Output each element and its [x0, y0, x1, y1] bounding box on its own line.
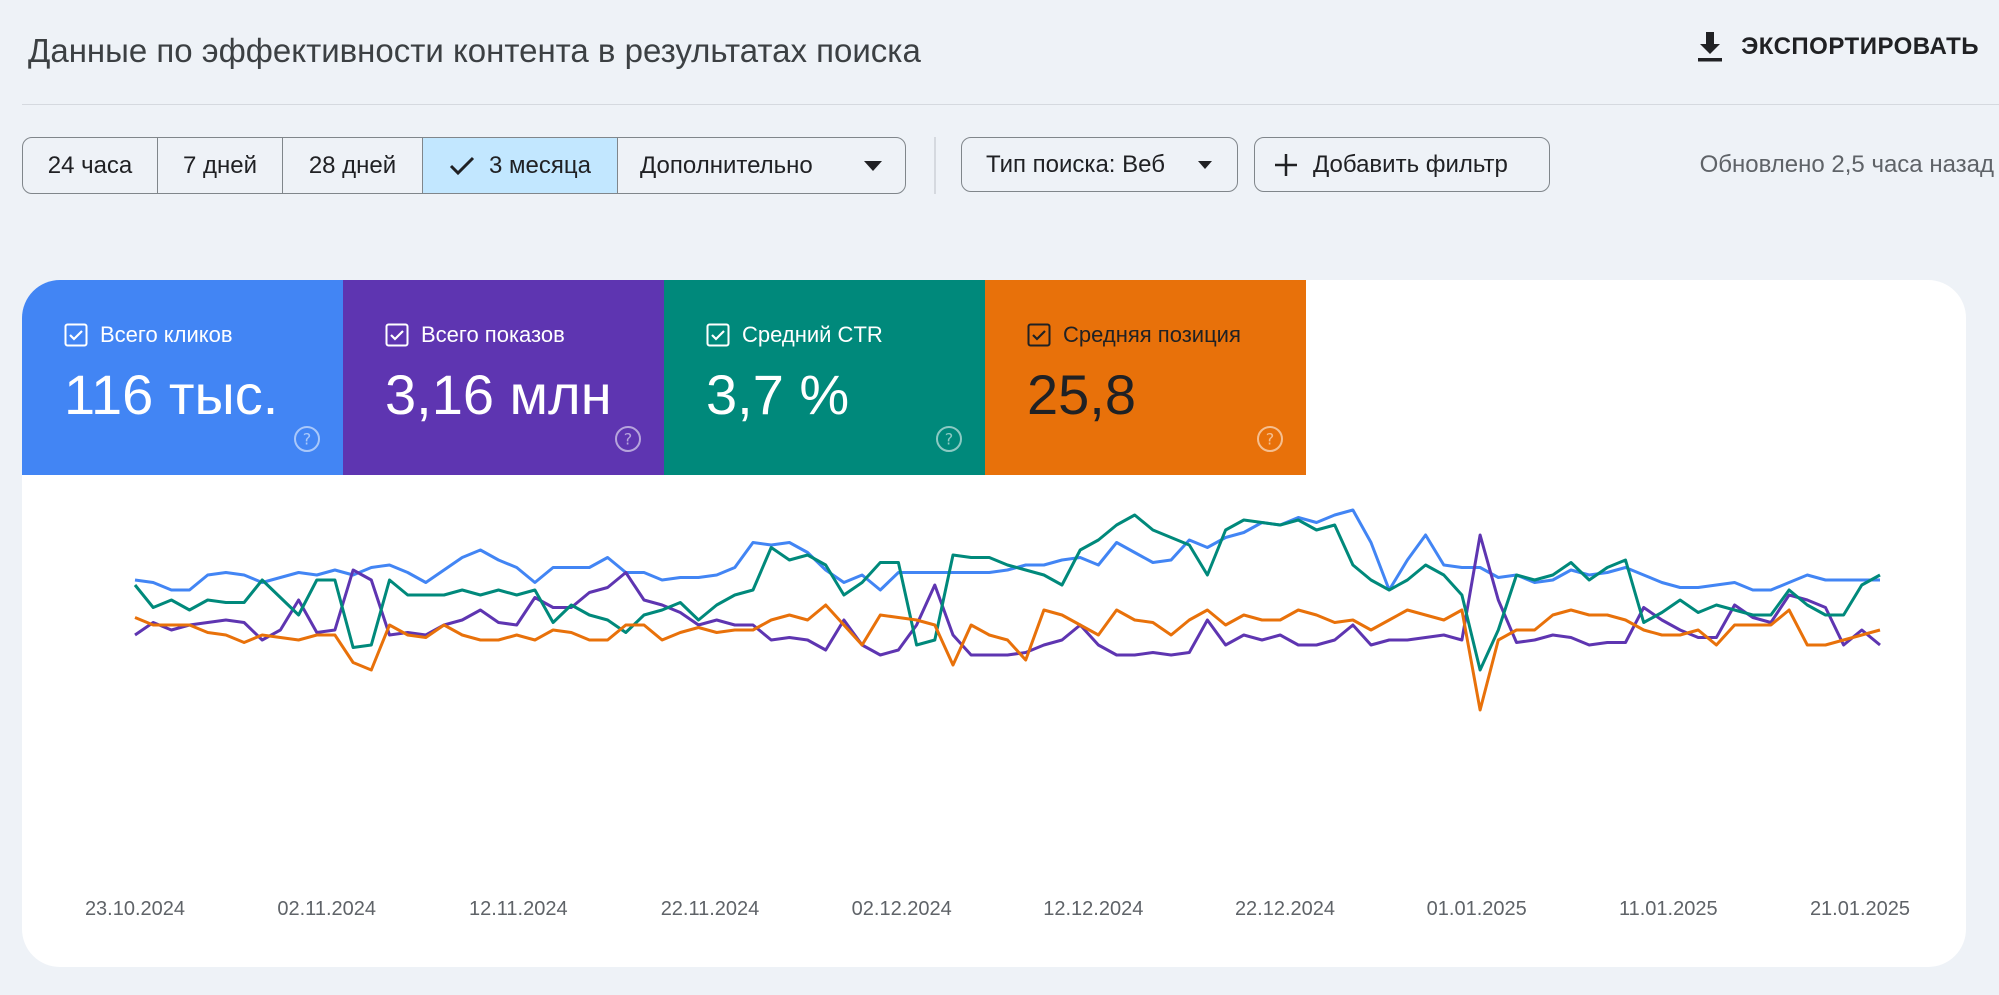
add-filter-button[interactable]: Добавить фильтр: [1254, 137, 1550, 192]
range-more-label: Дополнительно: [640, 151, 813, 179]
metric-impressions-label: Всего показов: [421, 322, 565, 347]
series-line-4: [134, 603, 1881, 712]
x-tick-label: 23.10.2024: [85, 898, 185, 920]
range-24h-button[interactable]: 24 часа: [23, 138, 158, 193]
x-tick-label: 11.01.2025: [1619, 898, 1718, 920]
checkbox-checked-icon[interactable]: [1027, 323, 1051, 347]
metric-ctr-label: Средний CTR: [742, 322, 883, 347]
x-tick-label: 02.12.2024: [852, 898, 952, 920]
export-button[interactable]: ЭКСПОРТИРОВАТЬ: [1695, 30, 1979, 64]
x-tick-label: 21.01.2025: [1810, 898, 1910, 920]
metric-position[interactable]: Средняя позиция 25,8 ?: [985, 280, 1306, 475]
last-updated-text: Обновлено 2,5 часа назад: [1699, 151, 1994, 178]
performance-card: Всего кликов 116 тыс. ? Всего показов 3,…: [22, 280, 1966, 967]
metric-clicks[interactable]: Всего кликов 116 тыс. ?: [22, 280, 343, 475]
checkbox-checked-icon[interactable]: [385, 323, 409, 347]
performance-chart: 23.10.2024 02.11.2024 12.11.2024 22.11.2024…: [22, 475, 1966, 967]
range-3m-button[interactable]: 3 месяца: [423, 138, 618, 193]
svg-text:?: ?: [1266, 430, 1275, 449]
metric-position-header: Средняя позиция: [1027, 322, 1306, 348]
metric-clicks-label: Всего кликов: [100, 322, 233, 347]
metric-position-label: Средняя позиция: [1063, 322, 1241, 347]
line-chart: 23.10.2024 02.11.2024 12.11.2024 22.11.2024…: [85, 508, 1910, 920]
header-divider: [22, 104, 1999, 105]
dropdown-arrow-icon: [864, 160, 882, 171]
help-icon[interactable]: ?: [614, 425, 642, 453]
svg-text:?: ?: [624, 430, 633, 449]
add-filter-label: Добавить фильтр: [1313, 150, 1508, 178]
date-range-selector: 24 часа 7 дней 28 дней 3 месяца Дополнит…: [22, 137, 906, 194]
metric-impressions-header: Всего показов: [385, 322, 664, 348]
series-line-1: [134, 508, 1880, 592]
search-type-label: Тип поиска: Веб: [986, 150, 1165, 178]
metric-ctr-value: 3,7 %: [706, 363, 850, 426]
metric-position-value: 25,8: [1027, 363, 1136, 426]
metric-ctr-header: Средний CTR: [706, 322, 985, 348]
x-tick-label: 01.01.2025: [1427, 898, 1527, 920]
download-icon: [1698, 32, 1723, 62]
plus-icon: [1275, 153, 1297, 176]
range-3m-label: 3 месяца: [489, 151, 591, 179]
checkbox-checked-icon[interactable]: [706, 323, 730, 347]
x-tick-label: 12.11.2024: [469, 898, 568, 920]
search-type-dropdown[interactable]: Тип поиска: Веб: [961, 137, 1238, 192]
toolbar-divider: [934, 137, 936, 194]
range-24h-label: 24 часа: [47, 151, 133, 179]
range-7d-label: 7 дней: [182, 151, 258, 179]
metric-impressions-value: 3,16 млн: [385, 363, 612, 426]
metric-clicks-header: Всего кликов: [64, 322, 343, 348]
x-axis-ticks: 23.10.2024 02.11.2024 12.11.2024 22.11.2024…: [85, 898, 1910, 920]
series-layer: [133, 508, 1881, 712]
metric-ctr[interactable]: Средний CTR 3,7 % ?: [664, 280, 985, 475]
x-tick-label: 22.11.2024: [661, 898, 760, 920]
checkmark-icon: [449, 156, 475, 175]
series-line-3: [133, 513, 1881, 672]
svg-text:?: ?: [303, 430, 312, 449]
range-7d-button[interactable]: 7 дней: [158, 138, 283, 193]
metric-impressions[interactable]: Всего показов 3,16 млн ?: [343, 280, 664, 475]
page-title: Данные по эффективности контента в резул…: [28, 32, 921, 69]
export-label: ЭКСПОРТИРОВАТЬ: [1741, 33, 1979, 60]
page-header: Данные по эффективности контента в резул…: [0, 0, 1999, 105]
range-more-dropdown[interactable]: Дополнительно: [618, 138, 905, 193]
help-icon[interactable]: ?: [935, 425, 963, 453]
filter-toolbar: 24 часа 7 дней 28 дней 3 месяца Дополнит…: [22, 137, 1999, 194]
range-28d-label: 28 дней: [308, 151, 397, 179]
range-28d-button[interactable]: 28 дней: [283, 138, 423, 193]
checkbox-checked-icon[interactable]: [64, 323, 88, 347]
help-icon[interactable]: ?: [293, 425, 321, 453]
svg-text:?: ?: [945, 430, 954, 449]
help-icon[interactable]: ?: [1256, 425, 1284, 453]
x-tick-label: 02.11.2024: [277, 898, 376, 920]
series-line-2: [134, 533, 1881, 657]
x-tick-label: 12.12.2024: [1043, 898, 1143, 920]
dropdown-arrow-icon: [1198, 160, 1212, 169]
x-tick-label: 22.12.2024: [1235, 898, 1335, 920]
metric-clicks-value: 116 тыс.: [64, 363, 279, 426]
